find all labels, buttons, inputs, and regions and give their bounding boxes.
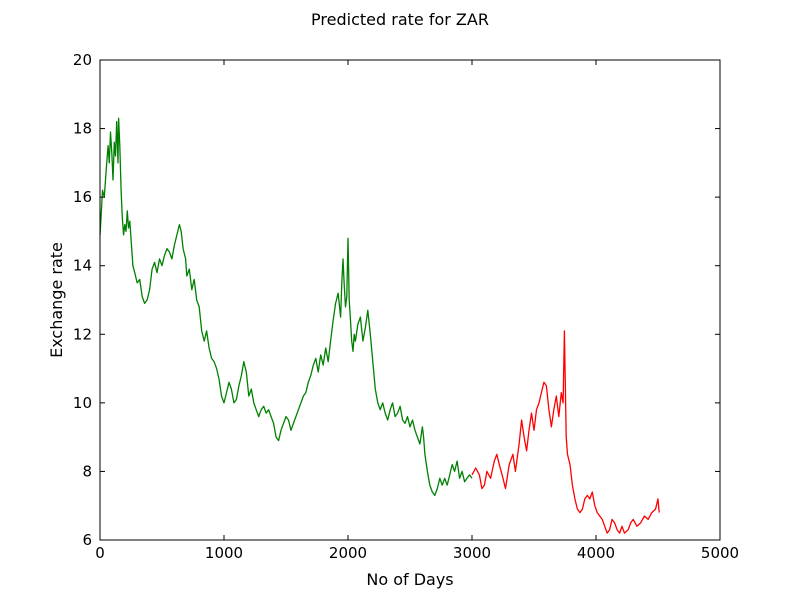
chart-title: Predicted rate for ZAR — [311, 10, 489, 29]
y-tick-label: 12 — [73, 325, 92, 343]
y-tick-label: 10 — [73, 394, 92, 412]
series-layer — [99, 117, 660, 534]
x-tick-label: 2000 — [329, 544, 367, 562]
x-tick-label: 0 — [95, 544, 105, 562]
y-tick-label: 6 — [82, 531, 92, 549]
series-line-1 — [471, 330, 660, 534]
y-tick-label: 14 — [73, 257, 92, 275]
y-tick-label: 8 — [82, 462, 92, 480]
x-tick-label: 5000 — [701, 544, 739, 562]
plot-frame — [99, 59, 721, 541]
x-tick-label: 4000 — [577, 544, 615, 562]
y-tick-label: 16 — [73, 188, 92, 206]
y-axis-ticks: 6 8 10 12 14 16 18 20 — [73, 51, 720, 549]
x-axis-label: No of Days — [366, 570, 453, 589]
y-tick-label: 18 — [73, 120, 92, 138]
x-tick-label: 3000 — [453, 544, 491, 562]
x-tick-label: 1000 — [205, 544, 243, 562]
y-axis-label: Exchange rate — [47, 242, 66, 358]
x-axis-ticks: 0 1000 2000 3000 4000 5000 — [95, 60, 739, 562]
y-tick-label: 20 — [73, 51, 92, 69]
series-line-2 — [99, 117, 473, 497]
